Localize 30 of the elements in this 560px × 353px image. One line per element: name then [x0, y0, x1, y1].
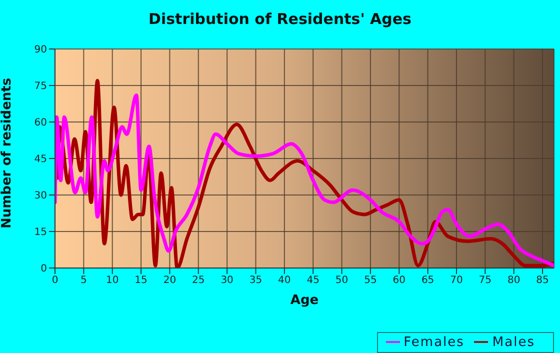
- x-tick-label: 5: [80, 275, 87, 286]
- x-tick-label: 10: [106, 275, 119, 286]
- x-tick-label: 80: [507, 275, 520, 286]
- x-tick-label: 45: [306, 275, 320, 286]
- legend-label: Females: [404, 335, 464, 350]
- x-tick-label: 50: [335, 275, 348, 286]
- chart-title: Distribution of Residents' Ages: [148, 10, 412, 28]
- x-tick-label: 70: [450, 275, 463, 286]
- y-tick-label: 90: [34, 44, 47, 56]
- y-tick-label: 0: [40, 264, 47, 275]
- x-tick-label: 65: [421, 275, 434, 286]
- y-axis-title: Number of residents: [0, 78, 15, 228]
- x-tick-label: 25: [192, 275, 205, 286]
- x-tick-label: 60: [392, 275, 406, 286]
- x-tick-label: 85: [536, 275, 549, 286]
- x-tick-label: 0: [52, 275, 58, 286]
- x-tick-label: 40: [278, 275, 291, 286]
- y-tick-label: 30: [34, 190, 47, 202]
- y-tick-label: 60: [34, 118, 47, 129]
- y-tick-label: 75: [34, 81, 47, 92]
- x-tick-label: 20: [163, 275, 176, 286]
- x-tick-label: 55: [364, 275, 377, 286]
- y-tick-label: 45: [34, 154, 47, 166]
- x-tick-label: 75: [478, 275, 492, 286]
- y-tick-label: 15: [34, 227, 47, 238]
- x-tick-label: 35: [249, 275, 262, 286]
- x-tick-label: 15: [134, 275, 148, 286]
- x-tick-label: 30: [220, 275, 234, 286]
- x-axis-title: Age: [290, 293, 319, 308]
- legend-label: Males: [492, 335, 535, 350]
